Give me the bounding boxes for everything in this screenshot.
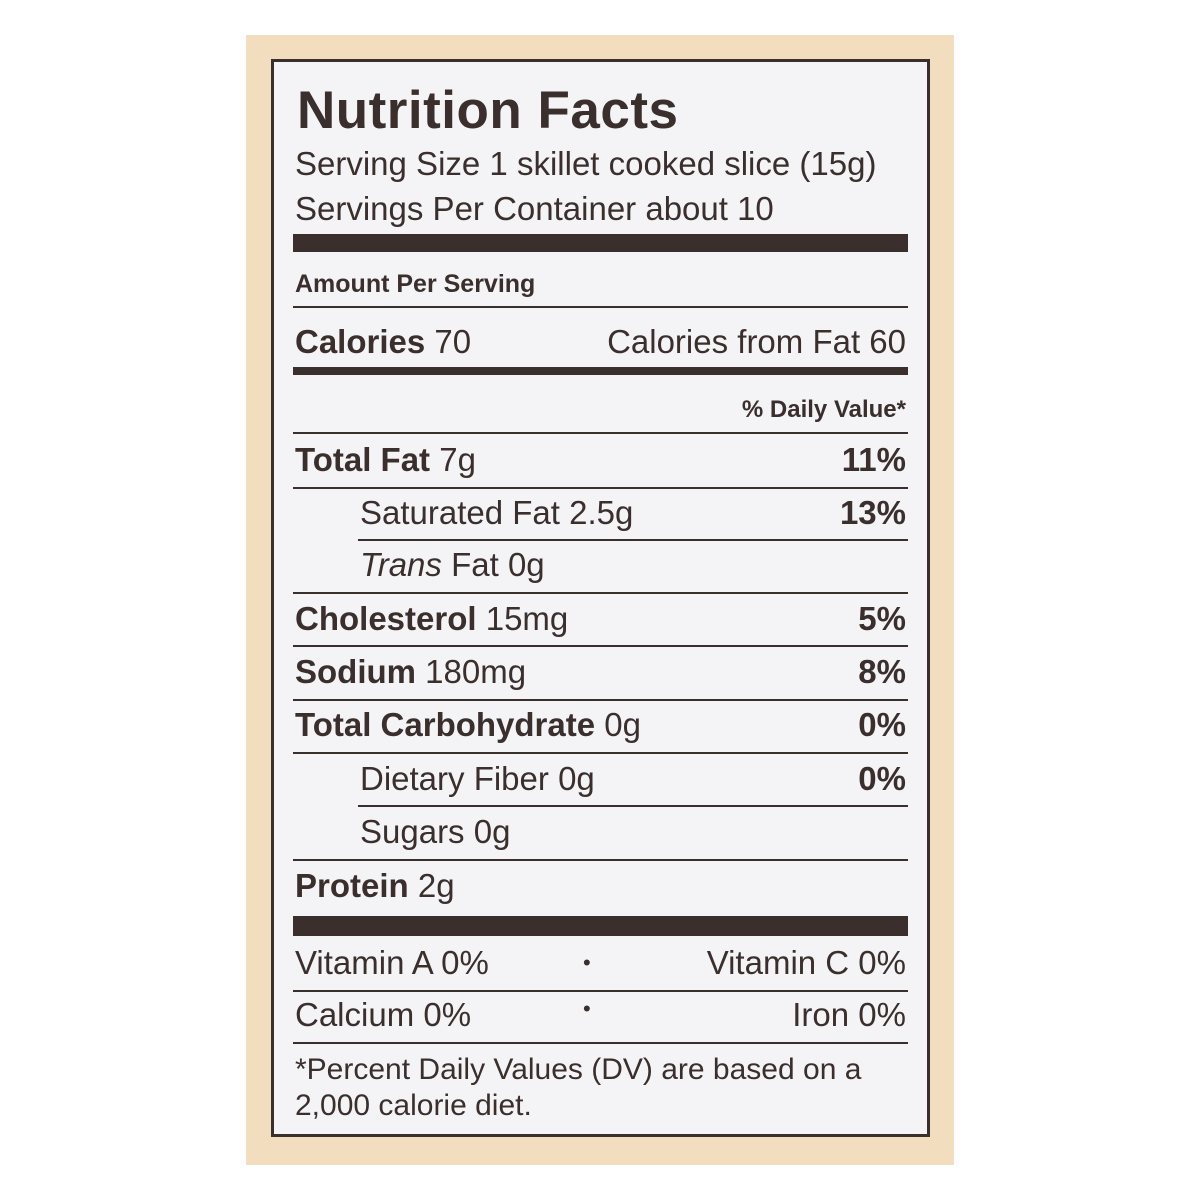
nutrient-amount: 2g — [417, 867, 455, 904]
nutrient-label: Saturated Fat — [360, 494, 560, 531]
thick-divider — [293, 916, 908, 936]
footnote-line-1: *Percent Daily Values (DV) are based on … — [295, 1053, 862, 1086]
nutrient-label-rest: Fat — [451, 546, 499, 583]
nutrient-dv: 0% — [858, 706, 906, 743]
nutrient-dv: 13% — [839, 494, 906, 531]
serving-size: Serving Size 1 skillet cooked slice (15g… — [295, 145, 877, 182]
divider — [293, 752, 908, 754]
nutrient-amount: 0g — [507, 546, 545, 583]
nutrient-dv: 11% — [841, 441, 906, 478]
nutrient-amount: 0g — [558, 760, 595, 797]
divider — [293, 990, 908, 992]
divider — [293, 432, 908, 434]
nutrient-row-cholesterol: Cholesterol 15mg 5% — [295, 599, 906, 639]
bullet-separator: • — [583, 950, 591, 975]
nutrient-label: Sugars — [360, 813, 465, 850]
nutrient-label: Sodium — [295, 653, 416, 690]
daily-value-header: % Daily Value* — [741, 396, 906, 423]
amount-per-serving: Amount Per Serving — [295, 270, 536, 298]
nutrient-amount: 180mg — [425, 653, 527, 690]
nutrient-row-sodium: Sodium 180mg 8% — [295, 652, 906, 692]
nutrient-amount: 0g — [604, 706, 641, 743]
vitamin-row-2: Calcium 0% • Iron 0% — [295, 995, 906, 1035]
thick-divider — [293, 234, 908, 252]
nutrient-label: Cholesterol — [295, 600, 477, 637]
nutrient-label: Protein — [295, 867, 409, 904]
nutrient-row-total-carbohydrate: Total Carbohydrate 0g 0% — [295, 705, 906, 745]
nutrient-amount: 0g — [473, 813, 511, 850]
footnote: *Percent Daily Values (DV) are based on … — [295, 1052, 895, 1124]
divider — [293, 592, 908, 594]
nutrient-label: Trans — [360, 546, 442, 583]
nutrient-amount: 2.5g — [569, 494, 634, 531]
nutrient-label: Total Fat — [295, 441, 431, 478]
nutrient-row-dietary-fiber: Dietary Fiber 0g 0% — [360, 759, 906, 799]
nutrient-dv: 0% — [858, 760, 906, 797]
nutrient-amount: 7g — [439, 441, 476, 478]
divider — [293, 699, 908, 701]
divider — [293, 1042, 908, 1044]
vitamin-row-1: Vitamin A 0% • Vitamin C 0% — [295, 943, 906, 983]
nutrient-row-protein: Protein 2g — [295, 866, 906, 906]
calcium: Calcium 0% — [295, 996, 472, 1033]
label-title: Nutrition Facts — [297, 81, 679, 140]
nutrient-row-total-fat: Total Fat 7g 11% — [295, 440, 906, 480]
footnote-line-2: 2,000 calorie diet. — [295, 1089, 532, 1122]
nutrient-label: Dietary Fiber — [360, 760, 549, 797]
nutrient-dv: 8% — [858, 653, 906, 690]
calories-from-fat: Calories from Fat 60 — [607, 323, 906, 360]
nutrient-row-trans-fat: Trans Fat 0g — [360, 545, 906, 585]
nutrient-row-saturated-fat: Saturated Fat 2.5g 13% — [360, 493, 906, 533]
calories-value: 70 — [434, 323, 472, 360]
nutrient-label: Total Carbohydrate — [295, 706, 596, 743]
medium-divider — [293, 367, 908, 375]
vitamin-a: Vitamin A 0% — [295, 944, 489, 981]
iron: Iron 0% — [792, 996, 906, 1033]
bullet-separator: • — [583, 996, 591, 1021]
calories-label: Calories — [295, 323, 426, 360]
divider — [293, 645, 908, 647]
nutrient-dv: 5% — [858, 600, 906, 637]
divider — [358, 805, 908, 807]
divider — [293, 487, 908, 489]
servings-per-container: Servings Per Container about 10 — [295, 190, 774, 227]
vitamin-c: Vitamin C 0% — [706, 944, 906, 981]
divider — [358, 539, 908, 541]
nutrient-row-sugars: Sugars 0g — [360, 812, 906, 852]
divider — [293, 859, 908, 861]
nutrient-amount: 15mg — [485, 600, 569, 637]
calories-row: Calories 70 Calories from Fat 60 — [295, 322, 906, 362]
divider — [293, 306, 908, 308]
